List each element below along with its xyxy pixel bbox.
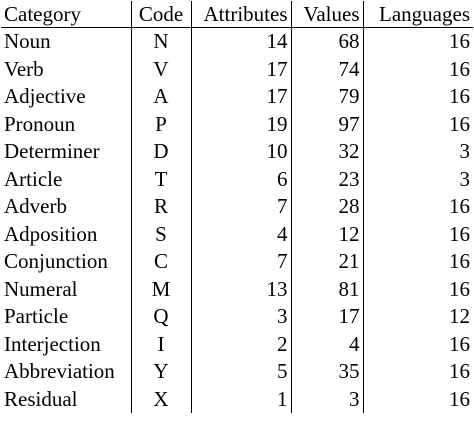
cell-values: 3 bbox=[290, 385, 363, 413]
header-values: Values bbox=[290, 1, 363, 28]
cell-code: R bbox=[153, 194, 168, 218]
cell-languages: 3 bbox=[362, 165, 473, 193]
cell-attributes: 1 bbox=[190, 385, 291, 413]
cell-values: 21 bbox=[290, 248, 363, 276]
cell-category: Particle bbox=[1, 303, 132, 331]
cell-values: 35 bbox=[290, 358, 363, 386]
cell-languages: 16 bbox=[362, 330, 473, 358]
cell-code: V bbox=[153, 56, 169, 81]
cell-code: P bbox=[155, 111, 167, 136]
cell-code: N bbox=[153, 29, 169, 53]
cell-category: Numeral bbox=[1, 275, 132, 303]
table-row: Adverb R 7 28 16 bbox=[1, 193, 473, 221]
header-row: Category Code Attributes Values Language… bbox=[1, 1, 473, 28]
cell-category: Adverb bbox=[1, 193, 132, 221]
cell-attributes: 10 bbox=[190, 138, 291, 166]
cell-attributes: 4 bbox=[190, 220, 291, 248]
table-row: Residual X 1 3 16 bbox=[1, 385, 473, 413]
cell-code: D bbox=[153, 139, 169, 163]
cell-languages: 16 bbox=[362, 110, 473, 138]
table-row: Adjective A 17 79 16 bbox=[1, 83, 473, 111]
cell-attributes: 3 bbox=[190, 303, 291, 331]
table-body: Noun N 14 68 16 Verb V 17 74 16 Adjective A 17 79 16 Pr… bbox=[1, 27, 473, 413]
cell-category: Article bbox=[1, 165, 132, 193]
cell-values: 74 bbox=[290, 55, 363, 83]
table-row: Noun N 14 68 16 bbox=[1, 27, 473, 56]
cell-category: Pronoun bbox=[1, 110, 132, 138]
cell-category: Residual bbox=[1, 385, 132, 413]
table-row: Numeral M 13 81 16 bbox=[1, 275, 473, 303]
cell-code: Y bbox=[153, 359, 169, 383]
cell-languages: 16 bbox=[362, 385, 473, 413]
cell-values: 97 bbox=[290, 110, 363, 138]
cell-values: 4 bbox=[290, 330, 363, 358]
cell-category: Determiner bbox=[1, 138, 132, 166]
cell-attributes: 14 bbox=[190, 27, 291, 56]
cell-languages: 16 bbox=[362, 193, 473, 221]
table-row: Adposition S 4 12 16 bbox=[1, 220, 473, 248]
cell-category: Conjunction bbox=[1, 248, 132, 276]
cell-values: 23 bbox=[290, 165, 363, 193]
cell-languages: 16 bbox=[362, 220, 473, 248]
cell-category: Interjection bbox=[1, 330, 132, 358]
cell-languages: 3 bbox=[362, 138, 473, 166]
table-row: Conjunction C 7 21 16 bbox=[1, 248, 473, 276]
cell-languages: 12 bbox=[362, 303, 473, 331]
cell-values: 81 bbox=[290, 275, 363, 303]
cell-values: 79 bbox=[290, 83, 363, 111]
cell-values: 68 bbox=[290, 27, 363, 56]
table-row: Verb V 17 74 16 bbox=[1, 55, 473, 83]
cell-code: M bbox=[151, 276, 171, 301]
cell-category: Abbreviation bbox=[1, 358, 132, 386]
cell-attributes: 2 bbox=[190, 330, 291, 358]
cell-languages: 16 bbox=[362, 248, 473, 276]
cell-code: I bbox=[157, 331, 165, 356]
cell-code: C bbox=[153, 249, 168, 273]
table-row: Abbreviation Y 5 35 16 bbox=[1, 358, 473, 386]
cell-languages: 16 bbox=[362, 27, 473, 56]
cell-languages: 16 bbox=[362, 83, 473, 111]
cell-attributes: 7 bbox=[190, 248, 291, 276]
cell-values: 28 bbox=[290, 193, 363, 221]
table-row: Interjection I 2 4 16 bbox=[1, 330, 473, 358]
cell-attributes: 7 bbox=[190, 193, 291, 221]
cell-category: Noun bbox=[1, 27, 132, 56]
table-row: Particle Q 3 17 12 bbox=[1, 303, 473, 331]
table-header: Category Code Attributes Values Language… bbox=[1, 1, 473, 28]
cell-values: 17 bbox=[290, 303, 363, 331]
table-row: Determiner D 10 32 3 bbox=[1, 138, 473, 166]
cell-category: Adposition bbox=[1, 220, 132, 248]
header-category: Category bbox=[1, 1, 132, 28]
cell-attributes: 13 bbox=[190, 275, 291, 303]
header-languages: Languages bbox=[362, 1, 473, 28]
cell-attributes: 19 bbox=[190, 110, 291, 138]
table-row: Pronoun P 19 97 16 bbox=[1, 110, 473, 138]
cell-values: 12 bbox=[290, 220, 363, 248]
cell-languages: 16 bbox=[362, 55, 473, 83]
cell-attributes: 6 bbox=[190, 165, 291, 193]
cell-attributes: 5 bbox=[190, 358, 291, 386]
category-table: Category Code Attributes Values Language… bbox=[1, 1, 473, 413]
cell-values: 32 bbox=[290, 138, 363, 166]
cell-attributes: 17 bbox=[190, 83, 291, 111]
header-attributes: Attributes bbox=[190, 1, 291, 28]
cell-code: X bbox=[153, 386, 169, 411]
cell-code: A bbox=[153, 84, 169, 108]
table-row: Article T 6 23 3 bbox=[1, 165, 473, 193]
header-code: Code bbox=[131, 1, 191, 28]
cell-category: Adjective bbox=[1, 83, 132, 111]
cell-category: Verb bbox=[1, 55, 132, 83]
cell-code: S bbox=[155, 221, 167, 246]
cell-code: T bbox=[154, 166, 168, 191]
cell-attributes: 17 bbox=[190, 55, 291, 83]
cell-languages: 16 bbox=[362, 358, 473, 386]
cell-code: Q bbox=[153, 304, 169, 328]
cell-languages: 16 bbox=[362, 275, 473, 303]
